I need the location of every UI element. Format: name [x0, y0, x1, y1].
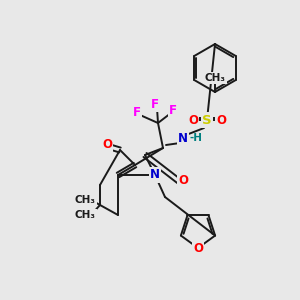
Text: O: O [216, 113, 226, 127]
Text: -H: -H [190, 133, 203, 143]
Text: F: F [169, 103, 177, 116]
Text: CH₃: CH₃ [74, 195, 95, 205]
Text: CH₃: CH₃ [74, 210, 95, 220]
Text: F: F [151, 98, 159, 110]
Text: O: O [188, 113, 198, 127]
Text: O: O [178, 173, 188, 187]
Text: N: N [150, 169, 160, 182]
Text: F: F [133, 106, 141, 119]
Text: O: O [102, 139, 112, 152]
Text: N: N [178, 131, 188, 145]
Text: O: O [193, 242, 203, 254]
Text: CH₃: CH₃ [205, 73, 226, 83]
Text: S: S [202, 113, 212, 127]
